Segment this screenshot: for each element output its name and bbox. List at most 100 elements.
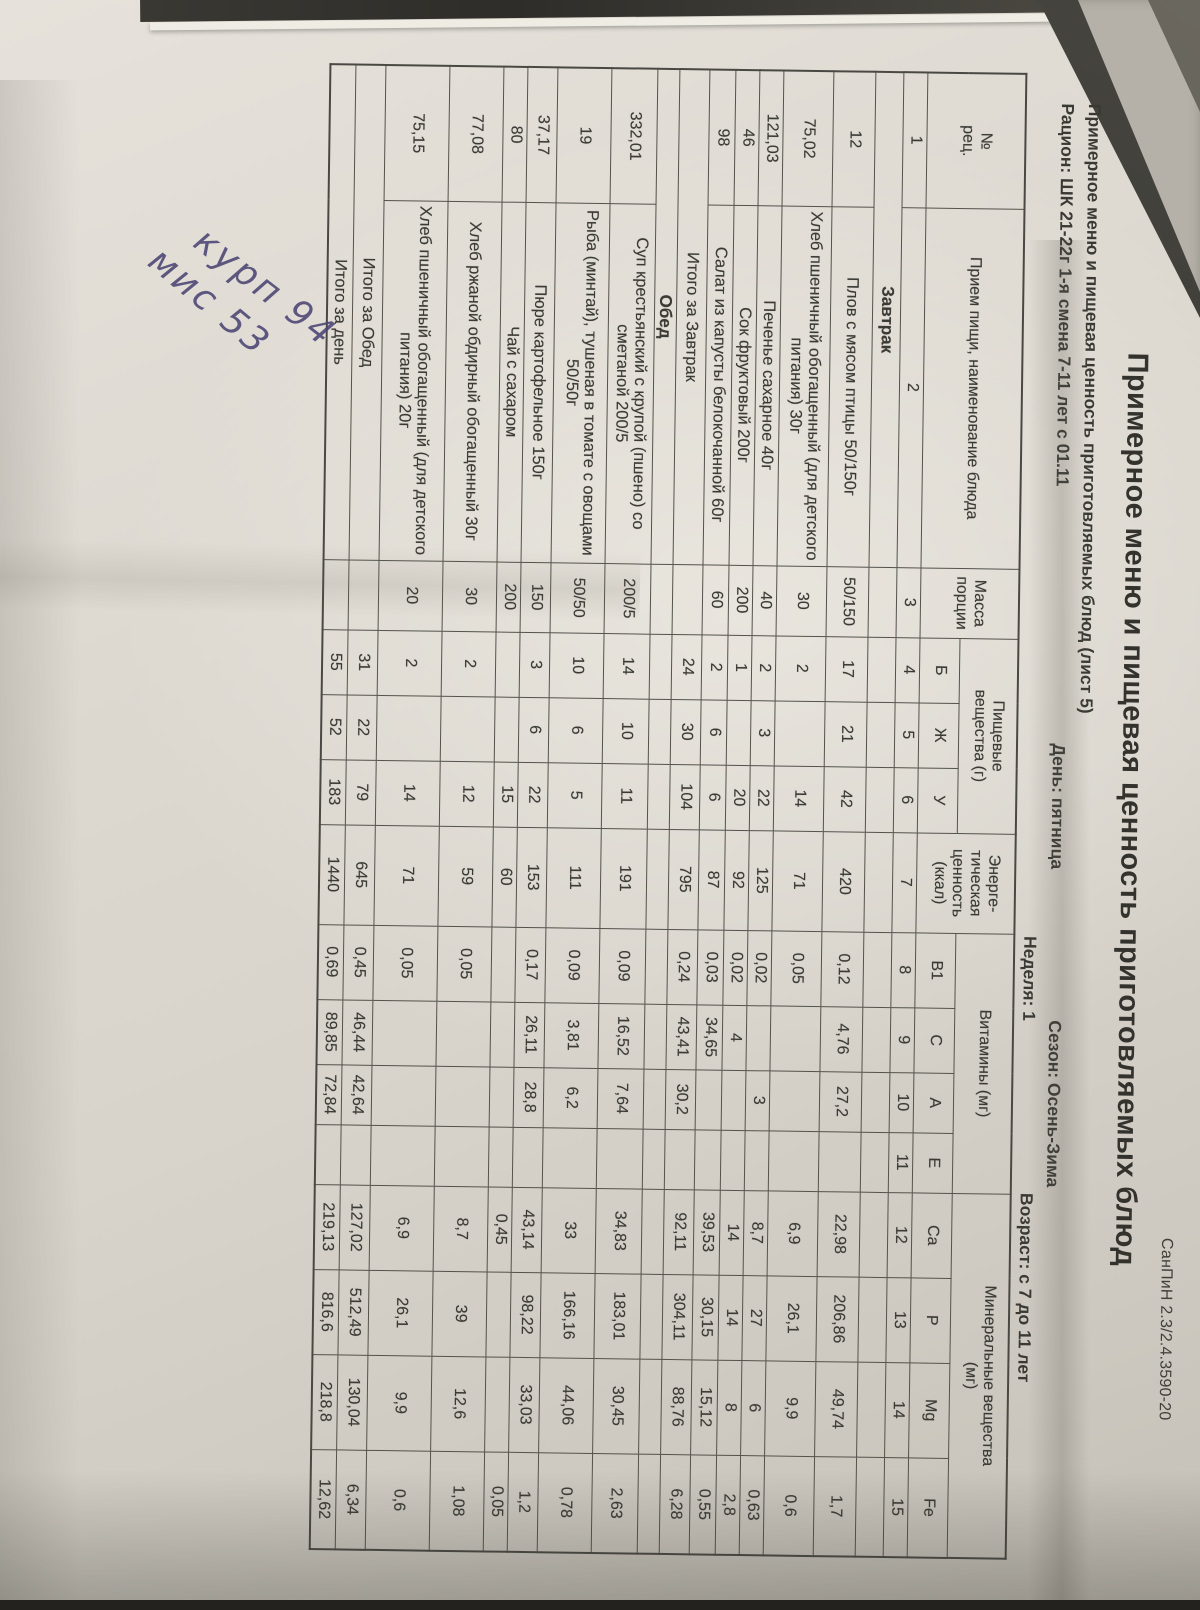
- nutrient-value-cell: 2,8: [715, 1454, 742, 1556]
- meta-age: Возраст: с 7 до 11 лет: [1014, 1192, 1037, 1383]
- dish-name-cell: Суп крестьянский с крупой (пшено) со сме…: [605, 203, 657, 564]
- portion-mass-cell: 20: [378, 559, 444, 631]
- nutrient-value-cell: 30,45: [593, 1358, 641, 1454]
- nutrient-value-cell: 2,63: [591, 1453, 640, 1554]
- meta-day: День: пятница: [1047, 743, 1070, 870]
- total-value-cell: 30,2: [665, 1069, 697, 1130]
- nutrient-value-cell: 5: [547, 762, 603, 829]
- table-cell: [863, 931, 893, 1008]
- nutrient-value-cell: 42: [823, 766, 867, 832]
- nutrient-value-cell: 206,86: [816, 1276, 860, 1362]
- meta-ration: Рацион: ШК 21-22г 1-я смена 7-11 лет с 0…: [1052, 103, 1078, 487]
- nutrient-value-cell: 7,64: [597, 1068, 645, 1129]
- total-value-cell: 304,11: [662, 1273, 694, 1360]
- table-cell: [859, 1191, 889, 1278]
- col-header-fat: Ж: [918, 702, 960, 769]
- total-value-cell: 6,34: [335, 1449, 368, 1550]
- col-header-e: Е: [912, 1132, 954, 1194]
- nutrient-value-cell: [695, 1069, 723, 1130]
- nutrient-value-cell: 4,76: [820, 1006, 864, 1072]
- table-cell: [862, 1006, 892, 1073]
- nutrient-value-cell: 30,15: [692, 1274, 720, 1360]
- portion-mass-cell: 60: [702, 564, 730, 635]
- portion-mass-cell: 50/150: [826, 566, 870, 637]
- nutrient-value-cell: [769, 1070, 821, 1132]
- nutrient-value-cell: [818, 1131, 862, 1192]
- total-value-cell: 0,24: [667, 929, 699, 1005]
- nutrient-value-cell: 59: [438, 825, 494, 927]
- total-value-cell: 31: [347, 629, 379, 695]
- recipe-number-cell: 12: [832, 71, 877, 207]
- nutrient-value-cell: 9,9: [765, 1360, 817, 1457]
- table-cell: [647, 763, 671, 830]
- total-value-cell: 22: [346, 694, 378, 760]
- portion-mass-cell: 30: [442, 560, 498, 632]
- nutrient-value-cell: 166,16: [540, 1272, 596, 1359]
- total-value-cell: [664, 1128, 696, 1190]
- portion-mass-cell: 30: [776, 565, 828, 637]
- dish-name-cell: Чай с сахаром: [497, 201, 527, 562]
- table-cell: [322, 559, 350, 630]
- nutrient-value-cell: 0,63: [739, 1455, 766, 1556]
- total-value-cell: [314, 1124, 342, 1185]
- nutrient-value-cell: 0,02: [747, 930, 773, 1006]
- dish-name-cell: Сок фруктовый 200г: [729, 204, 759, 566]
- col-number: 10: [889, 1072, 915, 1133]
- total-value-cell: 512,49: [338, 1269, 370, 1355]
- nutrient-value-cell: [744, 1130, 770, 1191]
- nutrient-value-cell: 11: [601, 763, 649, 829]
- table-cell: [858, 1276, 888, 1363]
- nutrient-value-cell: [491, 926, 517, 1002]
- total-value-cell: 46,44: [342, 999, 374, 1065]
- col-header-mass: Масса порции: [920, 567, 1020, 639]
- table-cell: [645, 928, 669, 1005]
- table-cell: [639, 1358, 663, 1454]
- nutrient-value-cell: 8: [717, 1359, 743, 1456]
- nutrient-value-cell: [372, 999, 438, 1066]
- nutrient-value-cell: [694, 1129, 722, 1190]
- portion-mass-cell: 150: [520, 561, 552, 633]
- nutrient-value-cell: 44,06: [539, 1357, 595, 1454]
- total-value-cell: 816,6: [312, 1269, 340, 1355]
- meta-sheet-line: Примерное меню и пищевая ценность пригот…: [1076, 103, 1105, 714]
- nutrient-value-cell: 12: [439, 760, 495, 827]
- nutrient-value-cell: 2: [377, 629, 443, 696]
- nutrient-value-cell: [489, 1066, 515, 1127]
- col-number: 8: [891, 932, 917, 1008]
- nutrient-value-cell: 26,1: [766, 1275, 818, 1362]
- total-value-cell: 72,84: [315, 1064, 343, 1125]
- nutrient-value-cell: [370, 1124, 436, 1186]
- meta-week: Неделя: 1: [1019, 935, 1041, 1022]
- nutrient-value-cell: 22: [749, 765, 775, 831]
- portion-mass-cell: 40: [752, 565, 778, 636]
- total-value-cell: 89,85: [316, 999, 344, 1065]
- nutrient-value-cell: 98,22: [510, 1271, 542, 1358]
- nutrient-value-cell: 1: [727, 634, 753, 701]
- nutrient-value-cell: [774, 700, 826, 767]
- menu-table: № рец. Прием пищи, наименование блюда Ма…: [308, 63, 1028, 1560]
- table-cell: [857, 1361, 887, 1458]
- table-cell: [860, 1131, 890, 1193]
- table-cell: [637, 1453, 662, 1555]
- col-header-num: № рец.: [926, 72, 1027, 209]
- nutrient-value-cell: [721, 1069, 747, 1131]
- nutrient-value-cell: 33: [541, 1187, 597, 1274]
- recipe-number-cell: 75,15: [384, 64, 451, 201]
- recipe-number-cell: 80: [502, 66, 529, 202]
- total-value-cell: 6,28: [659, 1453, 692, 1555]
- nutrient-value-cell: 0,17: [515, 926, 547, 1003]
- dish-name-cell: Рыба (минтай), тушеная в томате с овощам…: [551, 202, 611, 564]
- dish-name-cell: Салат из капусты белокочанной 60г: [703, 204, 735, 565]
- table-cell: [864, 831, 894, 933]
- nutrient-value-cell: 8,7: [743, 1190, 769, 1276]
- nutrient-value-cell: [494, 696, 520, 762]
- nutrient-value-cell: 6,9: [767, 1190, 819, 1277]
- nutrient-value-cell: 0,09: [545, 927, 601, 1004]
- nutrient-value-cell: [436, 1000, 492, 1067]
- total-value-cell: 130,04: [337, 1354, 369, 1450]
- nutrient-value-cell: [726, 699, 752, 766]
- nutrient-value-cell: 27: [742, 1275, 768, 1361]
- total-value-cell: 0,69: [317, 924, 345, 1000]
- nutrient-value-cell: 92: [724, 829, 750, 931]
